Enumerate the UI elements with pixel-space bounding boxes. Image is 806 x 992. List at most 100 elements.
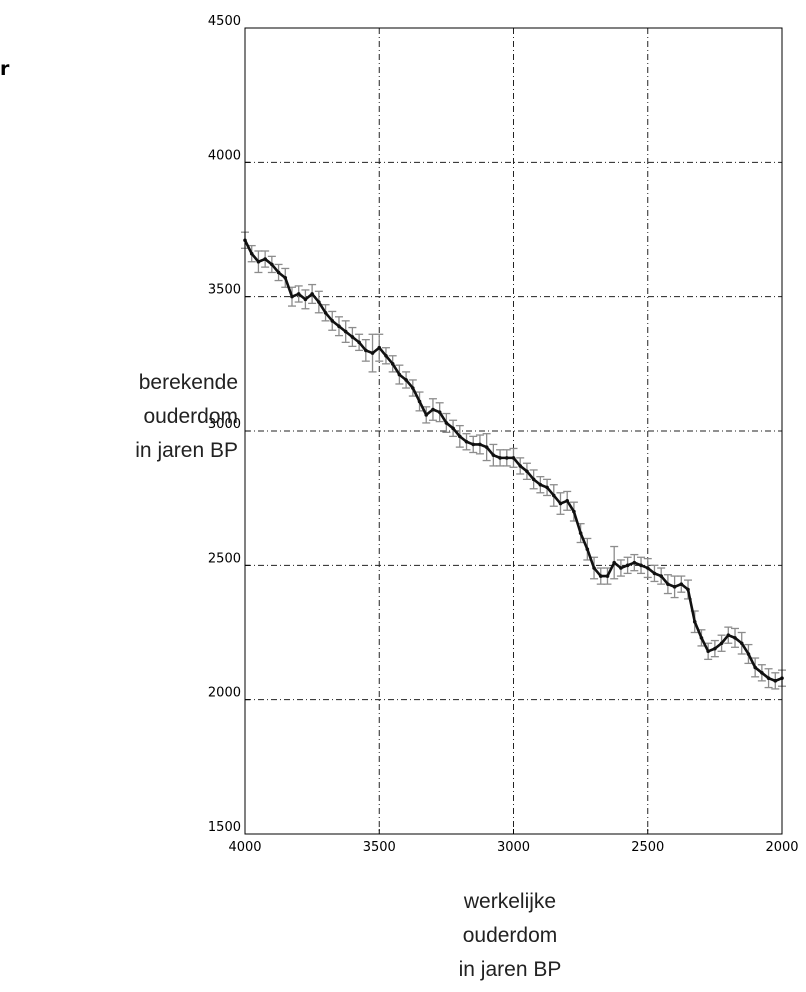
- data-point: [464, 439, 469, 444]
- data-point: [565, 499, 569, 503]
- data-series: [243, 238, 784, 683]
- data-point: [471, 442, 476, 447]
- data-point: [666, 582, 670, 586]
- data-point: [451, 426, 455, 431]
- data-point: [310, 292, 314, 296]
- data-point: [713, 646, 717, 651]
- y-tick-label-3000: 3000: [208, 417, 241, 432]
- data-point: [384, 353, 388, 358]
- data-point: [639, 563, 643, 568]
- data-point: [323, 310, 328, 315]
- y-tick-label-3500: 3500: [208, 283, 241, 298]
- data-point: [431, 407, 435, 412]
- grid-lines: [245, 28, 782, 834]
- data-point: [484, 445, 489, 449]
- clipped-text-fragment: r: [0, 58, 10, 80]
- y-axis-label: berekende ouderdom in jaren BP: [0, 366, 238, 468]
- data-point: [672, 585, 677, 589]
- data-point: [504, 456, 509, 460]
- data-point: [343, 329, 348, 334]
- data-point: [545, 485, 549, 490]
- data-point: [330, 319, 335, 323]
- data-point: [498, 456, 502, 460]
- y-tick-label-2500: 2500: [208, 551, 241, 566]
- data-point: [692, 619, 697, 624]
- data-point: [719, 641, 724, 646]
- y-tick-label-4500: 4500: [208, 14, 241, 29]
- data-point: [598, 574, 603, 578]
- data-point: [256, 259, 261, 264]
- data-point: [760, 671, 764, 675]
- data-point: [585, 547, 590, 552]
- data-point: [317, 300, 321, 304]
- data-point: [337, 324, 341, 329]
- data-point: [276, 270, 281, 275]
- x-tick-label-2500: 2500: [631, 840, 664, 855]
- data-point: [377, 345, 382, 350]
- error-bars: [241, 231, 786, 690]
- data-point: [531, 477, 536, 482]
- data-point: [632, 560, 637, 565]
- data-point: [390, 362, 395, 366]
- data-point: [249, 251, 254, 256]
- data-point: [370, 351, 375, 355]
- data-point: [551, 493, 556, 498]
- data-point: [538, 482, 543, 487]
- data-point: [659, 574, 663, 578]
- y-axis-label-line-1: berekende: [138, 371, 238, 394]
- data-point: [404, 378, 408, 382]
- y-axis-ticks: 1500 2000 2500 3000 3500 4000 4500: [208, 14, 250, 835]
- data-point: [766, 676, 771, 680]
- data-point: [444, 421, 449, 425]
- y-tick-label-2000: 2000: [208, 686, 241, 701]
- x-axis-ticks: 4000 3500 3000 2500 2000: [228, 829, 799, 855]
- data-point: [511, 456, 516, 460]
- data-point: [619, 566, 623, 570]
- data-point: [726, 633, 731, 637]
- data-point: [417, 399, 422, 404]
- data-point: [645, 566, 650, 570]
- data-point: [592, 566, 596, 570]
- data-point: [411, 386, 415, 390]
- data-point: [296, 292, 301, 296]
- x-axis-label: werkelijke ouderdom in jaren BP: [380, 885, 640, 987]
- data-point: [572, 509, 576, 514]
- data-point: [283, 276, 288, 280]
- data-point: [270, 262, 274, 267]
- data-point: [290, 294, 294, 299]
- data-point: [424, 413, 429, 417]
- data-point: [458, 434, 462, 439]
- data-point: [558, 501, 563, 506]
- data-point: [437, 410, 442, 414]
- y-axis-label-line-2: ouderdom: [143, 405, 238, 428]
- data-point: [625, 563, 630, 568]
- y-axis-label-line-3: in jaren BP: [135, 439, 238, 462]
- data-point: [733, 636, 737, 640]
- data-point: [746, 652, 751, 656]
- data-point: [397, 372, 402, 377]
- data-point: [491, 453, 496, 457]
- x-axis-label-line-1: werkelijke: [463, 890, 557, 913]
- y-tick-label-4000: 4000: [208, 148, 241, 163]
- data-point: [303, 297, 308, 302]
- data-point: [364, 348, 368, 353]
- data-point: [686, 587, 690, 592]
- data-point: [679, 582, 684, 586]
- data-point: [518, 464, 523, 468]
- data-point: [753, 665, 757, 670]
- data-point: [699, 636, 704, 640]
- x-tick-label-3500: 3500: [363, 840, 396, 855]
- data-point: [605, 574, 610, 578]
- data-point: [525, 469, 529, 474]
- data-point: [478, 442, 482, 447]
- data-point: [263, 257, 267, 261]
- x-axis-label-line-2: ouderdom: [462, 924, 558, 947]
- data-point: [739, 641, 744, 646]
- data-point: [773, 679, 778, 683]
- data-point: [357, 340, 361, 345]
- x-tick-label-2000: 2000: [765, 840, 798, 855]
- x-tick-label-4000: 4000: [228, 840, 261, 855]
- data-point: [706, 649, 710, 654]
- y-tick-label-1500: 1500: [208, 820, 241, 835]
